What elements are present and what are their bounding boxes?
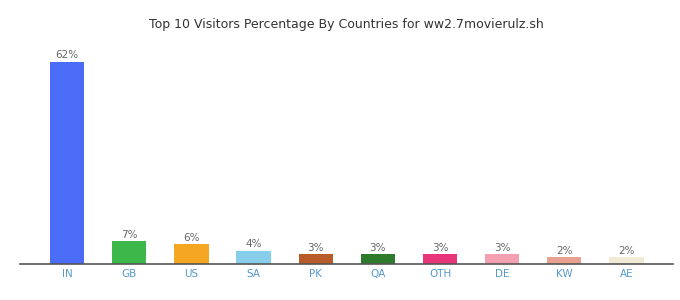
Bar [485, 254, 520, 264]
Bar [547, 257, 581, 264]
Bar [112, 241, 146, 264]
Bar [423, 254, 457, 264]
Bar [237, 251, 271, 264]
Text: 3%: 3% [307, 243, 324, 253]
Text: 2%: 2% [556, 246, 573, 256]
Bar [299, 254, 333, 264]
Title: Top 10 Visitors Percentage By Countries for ww2.7movierulz.sh: Top 10 Visitors Percentage By Countries … [150, 18, 544, 31]
Text: 6%: 6% [183, 233, 200, 243]
Bar [50, 62, 84, 264]
Text: 62%: 62% [56, 50, 79, 60]
Bar [174, 244, 209, 264]
Text: 7%: 7% [121, 230, 137, 240]
Text: 2%: 2% [618, 246, 634, 256]
Bar [609, 257, 643, 264]
Bar [361, 254, 395, 264]
Text: 3%: 3% [494, 243, 511, 253]
Text: 4%: 4% [245, 239, 262, 249]
Text: 3%: 3% [370, 243, 386, 253]
Text: 3%: 3% [432, 243, 448, 253]
